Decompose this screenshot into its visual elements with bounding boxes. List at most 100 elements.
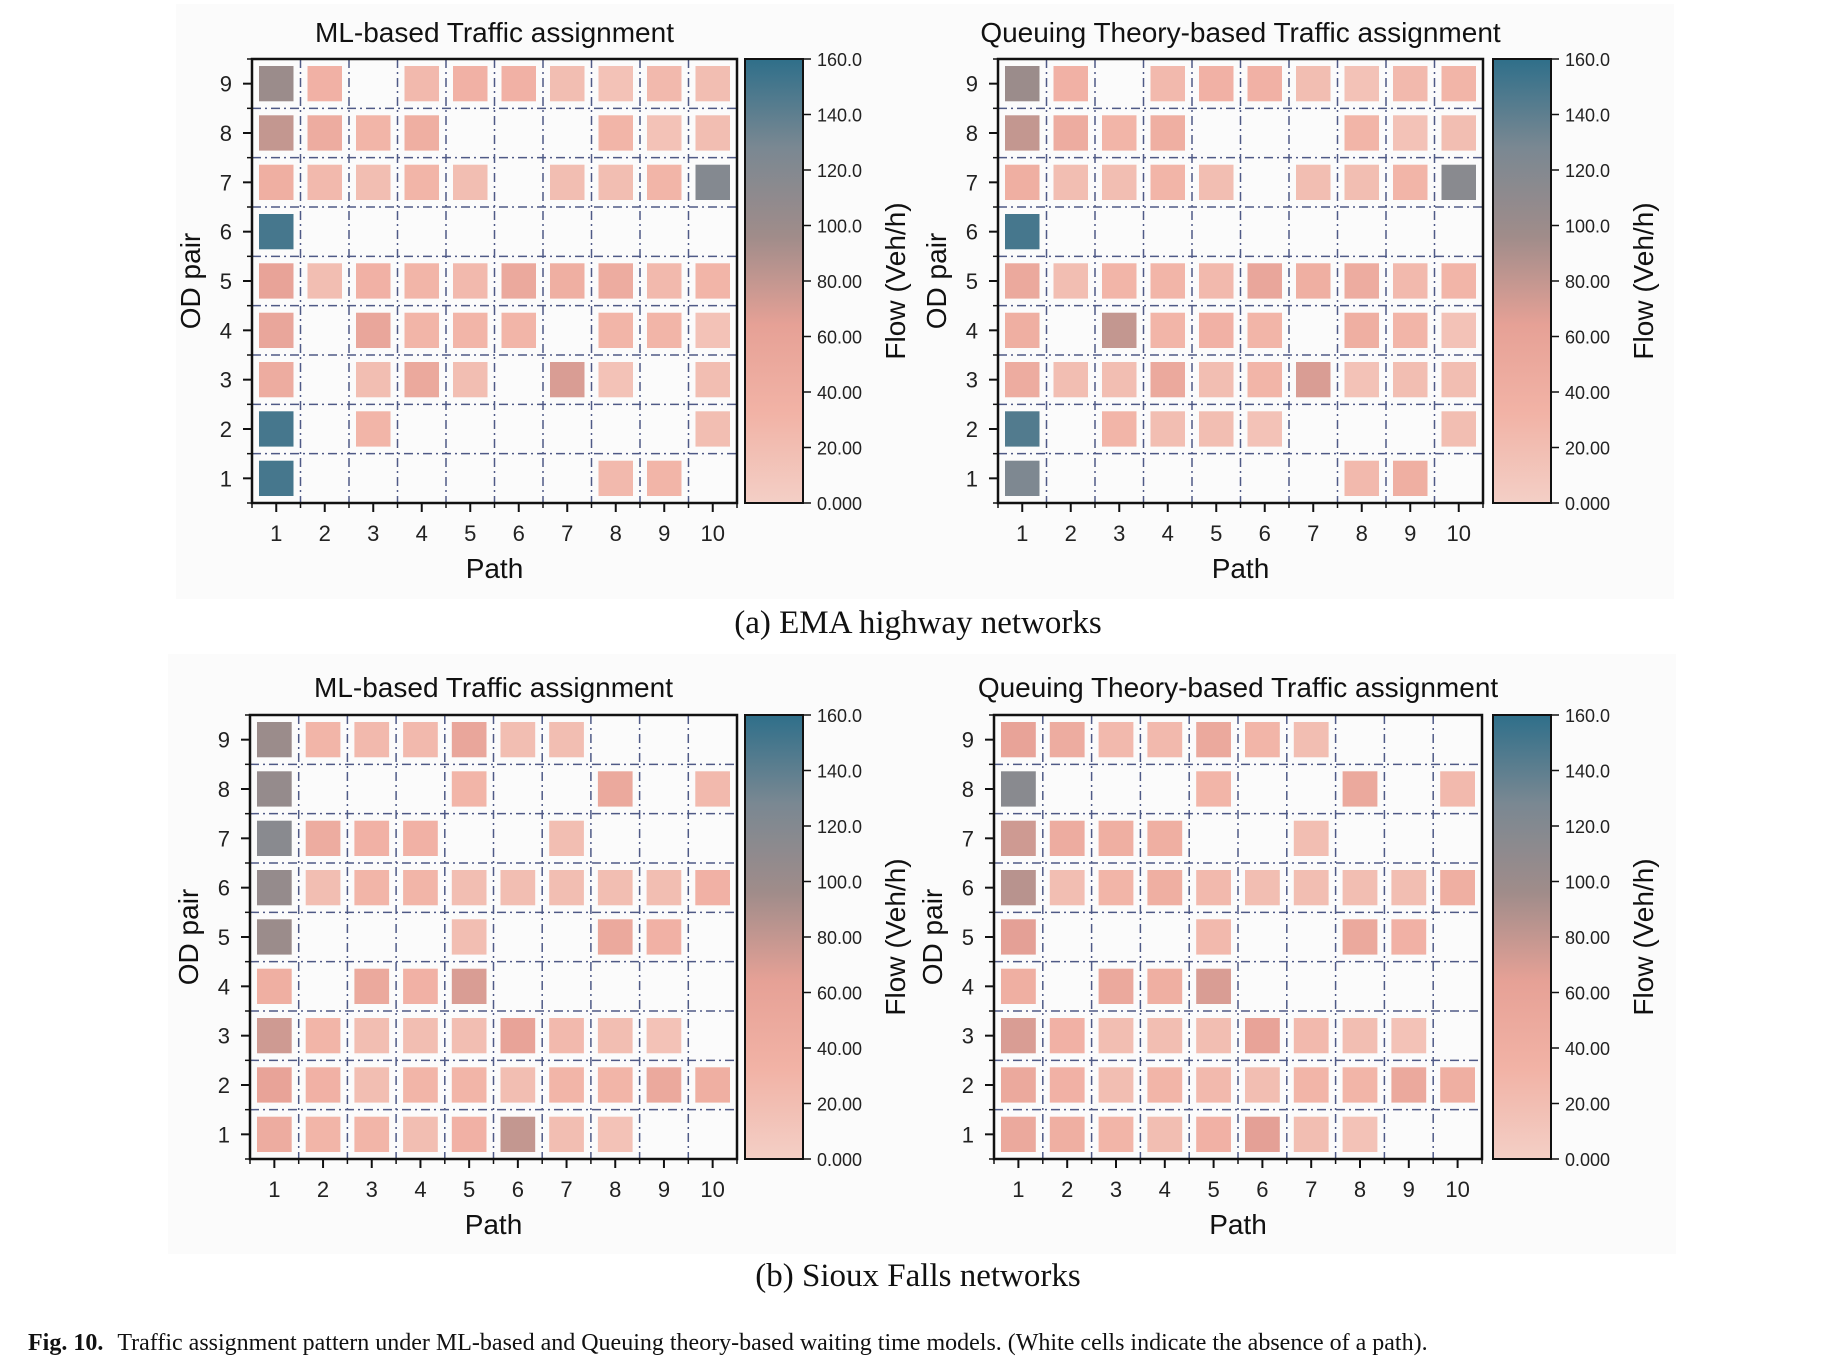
heatmap-cell (1150, 66, 1185, 102)
colorbar-tick-label: 160.0 (1565, 706, 1610, 726)
heatmap-cell (259, 362, 294, 398)
x-tick-label: 5 (1210, 521, 1222, 546)
y-tick-label: 4 (220, 318, 232, 343)
x-tick-label: 7 (1305, 1177, 1317, 1202)
colorbar-tick-label: 0.000 (1565, 494, 1610, 514)
heatmap-cell (1344, 164, 1379, 200)
heatmap-cell (1245, 722, 1280, 758)
heatmap-cell (1293, 870, 1329, 906)
heatmap-cell (403, 820, 438, 856)
y-tick-label: 2 (962, 1073, 974, 1098)
heatmap-cell (451, 771, 487, 807)
heatmap-cell (1393, 263, 1428, 299)
colorbar-tick-label: 160.0 (817, 706, 862, 726)
heatmap-cell (453, 66, 488, 102)
heatmap-cell (1102, 411, 1137, 447)
heatmap-cell (647, 312, 682, 348)
heatmap-cell (356, 164, 391, 200)
colorbar-tick-label: 0.000 (817, 494, 862, 514)
heatmap-cell (598, 66, 633, 102)
colorbar-label: Flow (Veh/h) (880, 202, 911, 359)
heatmap-cell (305, 1067, 341, 1103)
y-tick-label: 1 (220, 466, 232, 491)
heatmap-cell (1147, 1018, 1183, 1054)
heatmap-cell (1391, 1067, 1427, 1103)
x-tick-label: 3 (366, 1177, 378, 1202)
heatmap-cell (695, 870, 730, 906)
heatmap-cell (1098, 1018, 1134, 1054)
heatmap-cell (259, 460, 294, 496)
x-tick-label: 8 (1354, 1177, 1366, 1202)
colorbar-tick-label: 120.0 (1565, 161, 1610, 181)
heatmap-cell (1293, 820, 1329, 856)
heatmap-cell (1344, 263, 1379, 299)
heatmap-cell (356, 411, 391, 447)
heatmap-cell (1293, 1067, 1329, 1103)
colorbar-tick-label: 100.0 (1565, 217, 1610, 237)
heatmap-cell (1005, 362, 1040, 398)
y-axis-label: OD pair (173, 889, 204, 985)
colorbar-label: Flow (Veh/h) (1628, 858, 1659, 1015)
heatmap-cell (1005, 411, 1040, 447)
heatmap-cell (403, 722, 438, 758)
y-tick-label: 5 (220, 269, 232, 294)
colorbar-tick-label: 60.00 (817, 984, 862, 1004)
heatmap-cell (356, 115, 391, 151)
heatmap-cell (1441, 66, 1476, 102)
heatmap-cell (1247, 263, 1282, 299)
heatmap-cell (305, 870, 341, 906)
heatmap-cell (403, 968, 438, 1004)
x-tick-label: 6 (513, 521, 525, 546)
x-tick-label: 5 (1207, 1177, 1219, 1202)
heatmap-cell (695, 771, 730, 807)
heatmap-cell (598, 263, 633, 299)
heatmap-cell (403, 1067, 438, 1103)
heatmap-cell (1005, 66, 1040, 102)
colorbar-tick-label: 40.00 (817, 383, 862, 403)
x-tick-label: 2 (1065, 521, 1077, 546)
colorbar-tick-label: 80.00 (817, 928, 862, 948)
heatmap-cell (1247, 66, 1282, 102)
heatmap-cell (1296, 362, 1331, 398)
heatmap-cell (1293, 1116, 1329, 1152)
y-tick-label: 8 (220, 121, 232, 146)
colorbar-tick-label: 20.00 (1565, 1095, 1610, 1115)
heatmap-cell (1344, 312, 1379, 348)
heatmap-cell (1342, 919, 1378, 955)
x-tick-label: 6 (1259, 521, 1271, 546)
heatmap-cell (1196, 968, 1231, 1004)
colorbar-tick-label: 120.0 (817, 817, 862, 837)
heatmap-cell (356, 312, 391, 348)
heatmap-cell (1001, 1018, 1036, 1054)
y-tick-label: 8 (966, 121, 978, 146)
heatmap-cell (1393, 115, 1428, 151)
heatmap-cell (501, 263, 536, 299)
heatmap-cell (501, 66, 536, 102)
y-tick-label: 5 (218, 925, 230, 950)
heatmap-cell (598, 115, 633, 151)
heatmap-cell (500, 1116, 536, 1152)
colorbar-tick-label: 20.00 (1565, 439, 1610, 459)
x-tick-label: 9 (658, 521, 670, 546)
heatmap-cell (647, 460, 682, 496)
heatmap-cell (307, 115, 342, 151)
y-tick-label: 7 (218, 826, 230, 851)
heatmap-cell (1049, 870, 1085, 906)
heatmap-cell (500, 870, 536, 906)
heatmap-cell (1001, 820, 1036, 856)
heatmap-cell (695, 411, 730, 447)
heatmap-cell (1049, 1116, 1085, 1152)
colorbar-tick-label: 80.00 (817, 272, 862, 292)
heatmap-cell (597, 1018, 633, 1054)
colorbar-label: Flow (Veh/h) (1628, 202, 1659, 359)
x-tick-label: 2 (1061, 1177, 1073, 1202)
heatmap-cell (259, 66, 294, 102)
y-tick-label: 3 (962, 1024, 974, 1049)
subcaption-b: (b) Sioux Falls networks (755, 1258, 1081, 1294)
heatmap-cell (695, 66, 730, 102)
heatmap-cell (550, 362, 585, 398)
colorbar-tick-label: 80.00 (1565, 272, 1610, 292)
heatmap-cell (1245, 1116, 1280, 1152)
heatmap-cell (307, 66, 342, 102)
